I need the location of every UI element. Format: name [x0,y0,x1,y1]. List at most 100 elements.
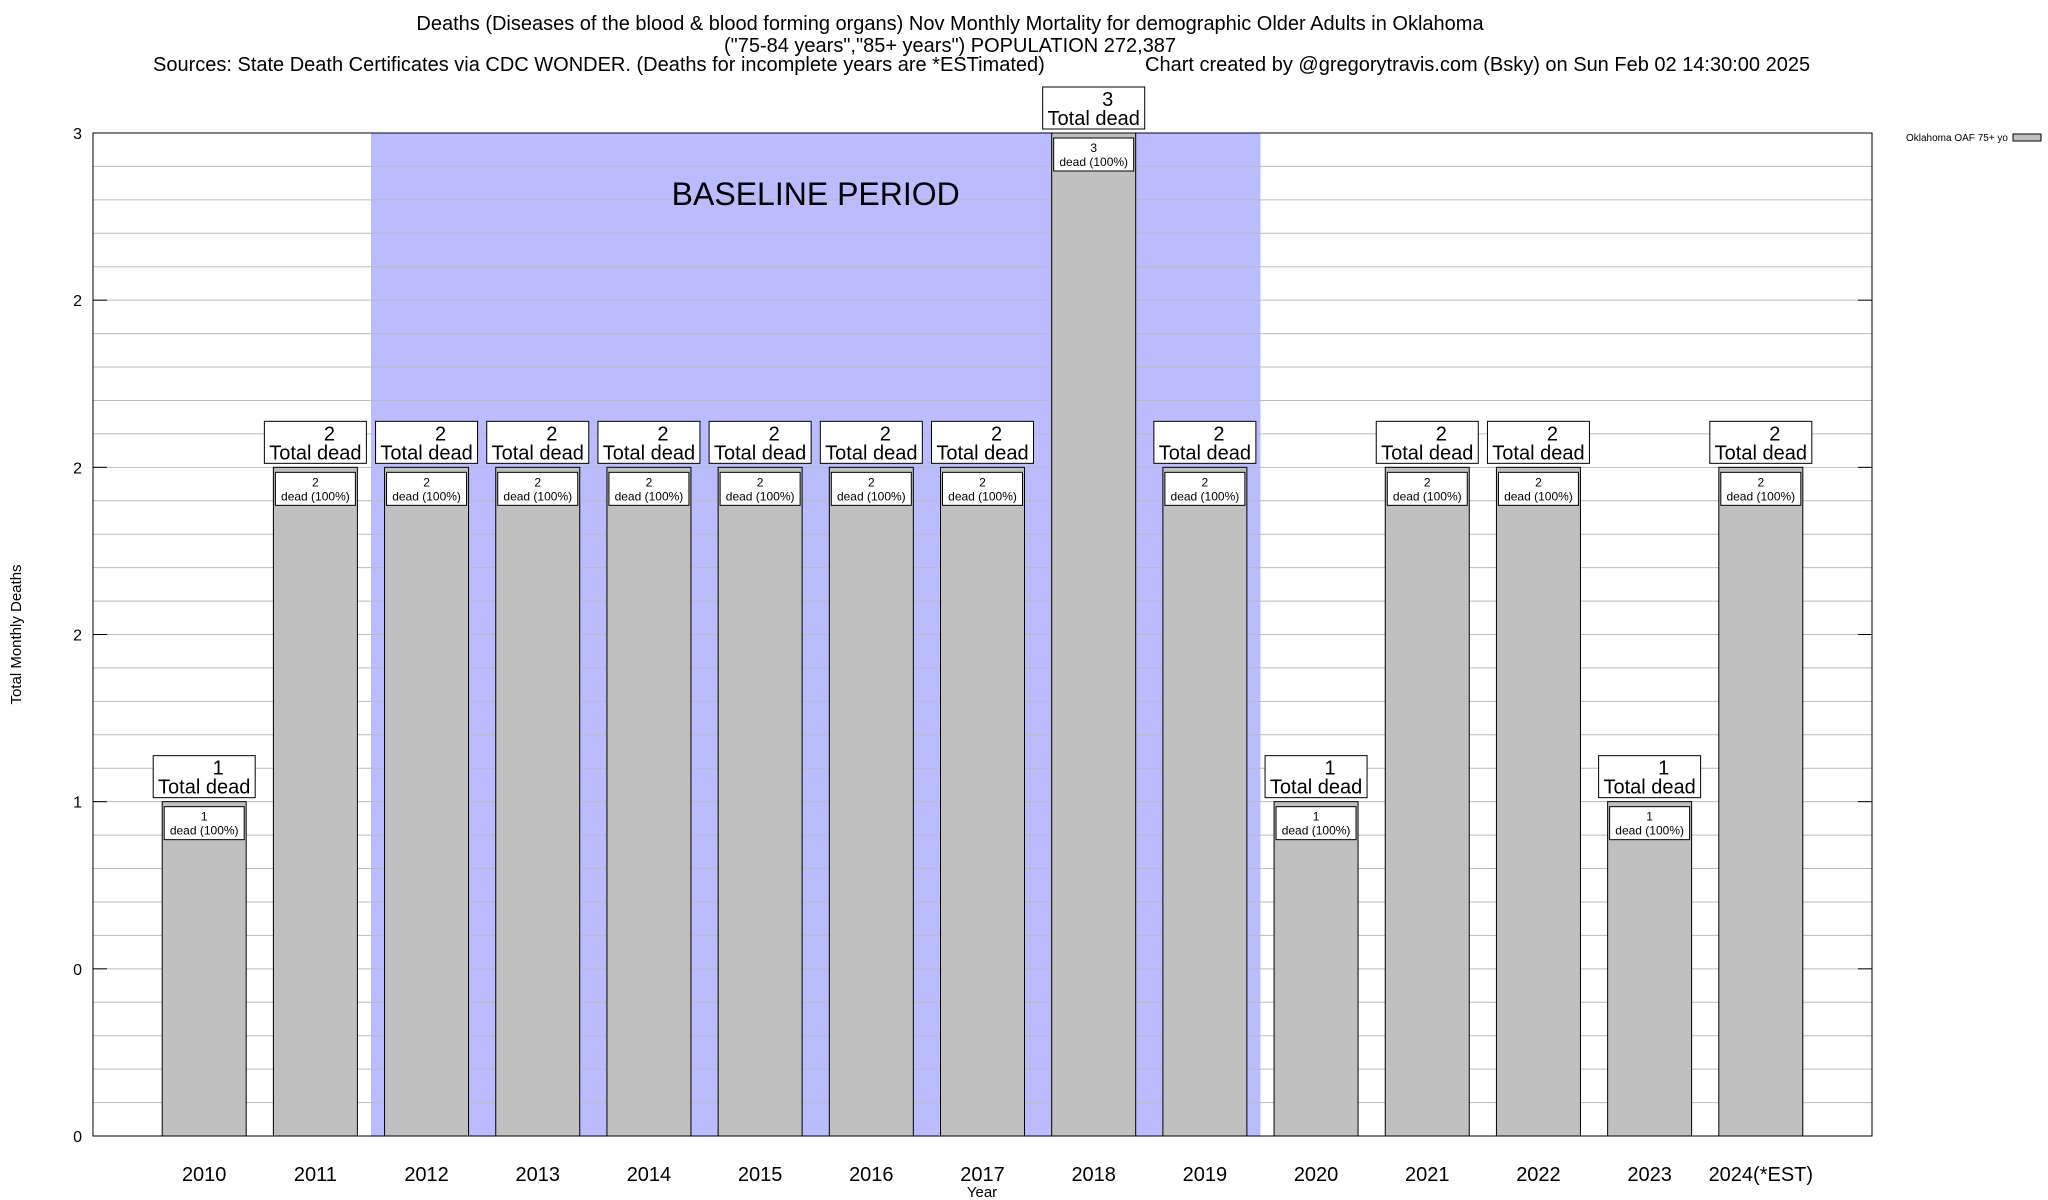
bar-total-value-label: 2 [435,423,446,445]
bar-total-value-label: 2 [769,423,780,445]
x-axis-label: Year [967,1184,997,1200]
bar-total-dead-label: Total dead [603,442,695,464]
bar-total-dead-label: Total dead [269,442,361,464]
bar-inner-value-label: 3 [1090,141,1097,155]
y-tick-label: 3 [73,126,82,143]
bar-inner-dead-label: dead (100%) [1171,489,1240,503]
bar-total-value-label: 3 [1102,89,1113,111]
bar-total-value-label: 2 [880,423,891,445]
bar-total-value-label: 2 [1213,423,1224,445]
bar-total-dead-label: Total dead [1603,777,1695,799]
bar-top-label-box [1375,420,1479,464]
bar [1718,466,1804,1137]
bar-inner-dead-label: dead (100%) [1615,824,1684,838]
chart-title: Deaths (Diseases of the blood & blood fo… [416,13,1484,35]
bar-inner-label-box [497,471,579,506]
bar-inner-value-label: 2 [312,475,319,489]
bar-total-value-label: 1 [1658,758,1669,780]
x-tick-label: 2017 [960,1164,1005,1186]
bar-total-value-label: 1 [213,758,224,780]
baseline-period-label: BASELINE PERIOD [672,176,960,212]
bar-inner-dead-label: dead (100%) [1393,489,1462,503]
bar [606,466,692,1137]
plot-frame [92,132,1873,1137]
x-tick-label: 2019 [1183,1164,1228,1186]
x-tick-label: 2016 [849,1164,894,1186]
bar [161,801,247,1137]
bar-inner-dead-label: dead (100%) [1504,489,1573,503]
bar-top-label-box [1486,420,1590,464]
bar-total-dead-label: Total dead [1048,108,1140,130]
bar-inner-value-label: 2 [646,475,653,489]
bar-top-label-box [597,420,701,464]
bar-top-label-box [819,420,923,464]
bar-total-dead-label: Total dead [1159,442,1251,464]
bar-top-label-box [375,420,479,464]
legend: Oklahoma OAF 75+ yo [1906,133,2042,144]
bar-inner-label-box [1720,471,1802,506]
bar-top-label-box [486,420,590,464]
bar [940,466,1025,1137]
bar [1162,466,1248,1137]
bar-inner-dead-label: dead (100%) [281,489,350,503]
bar-inner-label-box [830,471,912,506]
bar-inner-value-label: 2 [1202,475,1209,489]
bar-inner-value-label: 2 [979,475,986,489]
bar [495,466,581,1137]
legend-label: Oklahoma OAF 75+ yo [1906,133,2008,144]
bar-total-dead-label: Total dead [936,442,1028,464]
bar-total-dead-label: Total dead [714,442,806,464]
bar-top-label-box [931,420,1034,464]
bar-top-label-box [1042,86,1146,130]
bar-inner-dead-label: dead (100%) [948,489,1017,503]
bar-inner-label-box [719,471,801,506]
bar-total-value-label: 2 [1547,423,1558,445]
bar-total-value-label: 2 [546,423,557,445]
bar-total-dead-label: Total dead [1381,442,1473,464]
bar-top-label-box [708,420,812,464]
bar-inner-label-box [1053,137,1135,172]
bar-inner-dead-label: dead (100%) [837,489,906,503]
bar-inner-label-box [608,471,690,506]
chart-sources: Sources: State Death Certificates via CD… [153,54,1045,76]
bar-total-dead-label: Total dead [1270,777,1362,799]
bar [1495,466,1581,1137]
bar [717,466,803,1137]
bar-top-label-box [1598,755,1702,799]
bar-inner-label-box [942,471,1023,506]
bar-top-label-box [1709,420,1813,464]
bar-top-label-box [1264,755,1368,799]
bar-inner-label-box [1497,471,1579,506]
bar [272,466,358,1137]
bar-inner-dead-label: dead (100%) [726,489,795,503]
bar-inner-value-label: 2 [423,475,430,489]
bar-inner-dead-label: dead (100%) [170,824,239,838]
bar-total-value-label: 2 [991,423,1002,445]
bar-inner-value-label: 2 [1424,475,1431,489]
bar-total-value-label: 2 [1436,423,1447,445]
y-tick-label: 2 [73,460,82,477]
y-tick-label: 1 [73,795,82,812]
x-tick-label: 2024(*EST) [1709,1164,1814,1186]
bar-inner-value-label: 2 [757,475,764,489]
x-tick-label: 2020 [1294,1164,1339,1186]
x-tick-label: 2012 [404,1164,449,1186]
y-tick-label: 0 [73,962,82,979]
x-tick-label: 2014 [627,1164,672,1186]
bar-inner-value-label: 2 [1535,475,1542,489]
bar-inner-dead-label: dead (100%) [1282,824,1351,838]
bar-total-value-label: 2 [324,423,335,445]
bar-total-dead-label: Total dead [492,442,584,464]
bar-total-dead-label: Total dead [1492,442,1584,464]
y-tick-label: 0 [73,1129,82,1146]
bar [828,466,914,1137]
bar-inner-value-label: 2 [868,475,875,489]
bar-inner-label-box [1275,806,1357,841]
bar-inner-label-box [1386,471,1468,506]
bar-total-value-label: 2 [1769,423,1780,445]
y-tick-label: 2 [73,293,82,310]
x-axis: 2010 2011 2012 2013 2014 2015 2016 2017 2018 2019… [182,1164,1813,1186]
legend-swatch [2012,133,2042,142]
x-tick-label: 2018 [1071,1164,1116,1186]
